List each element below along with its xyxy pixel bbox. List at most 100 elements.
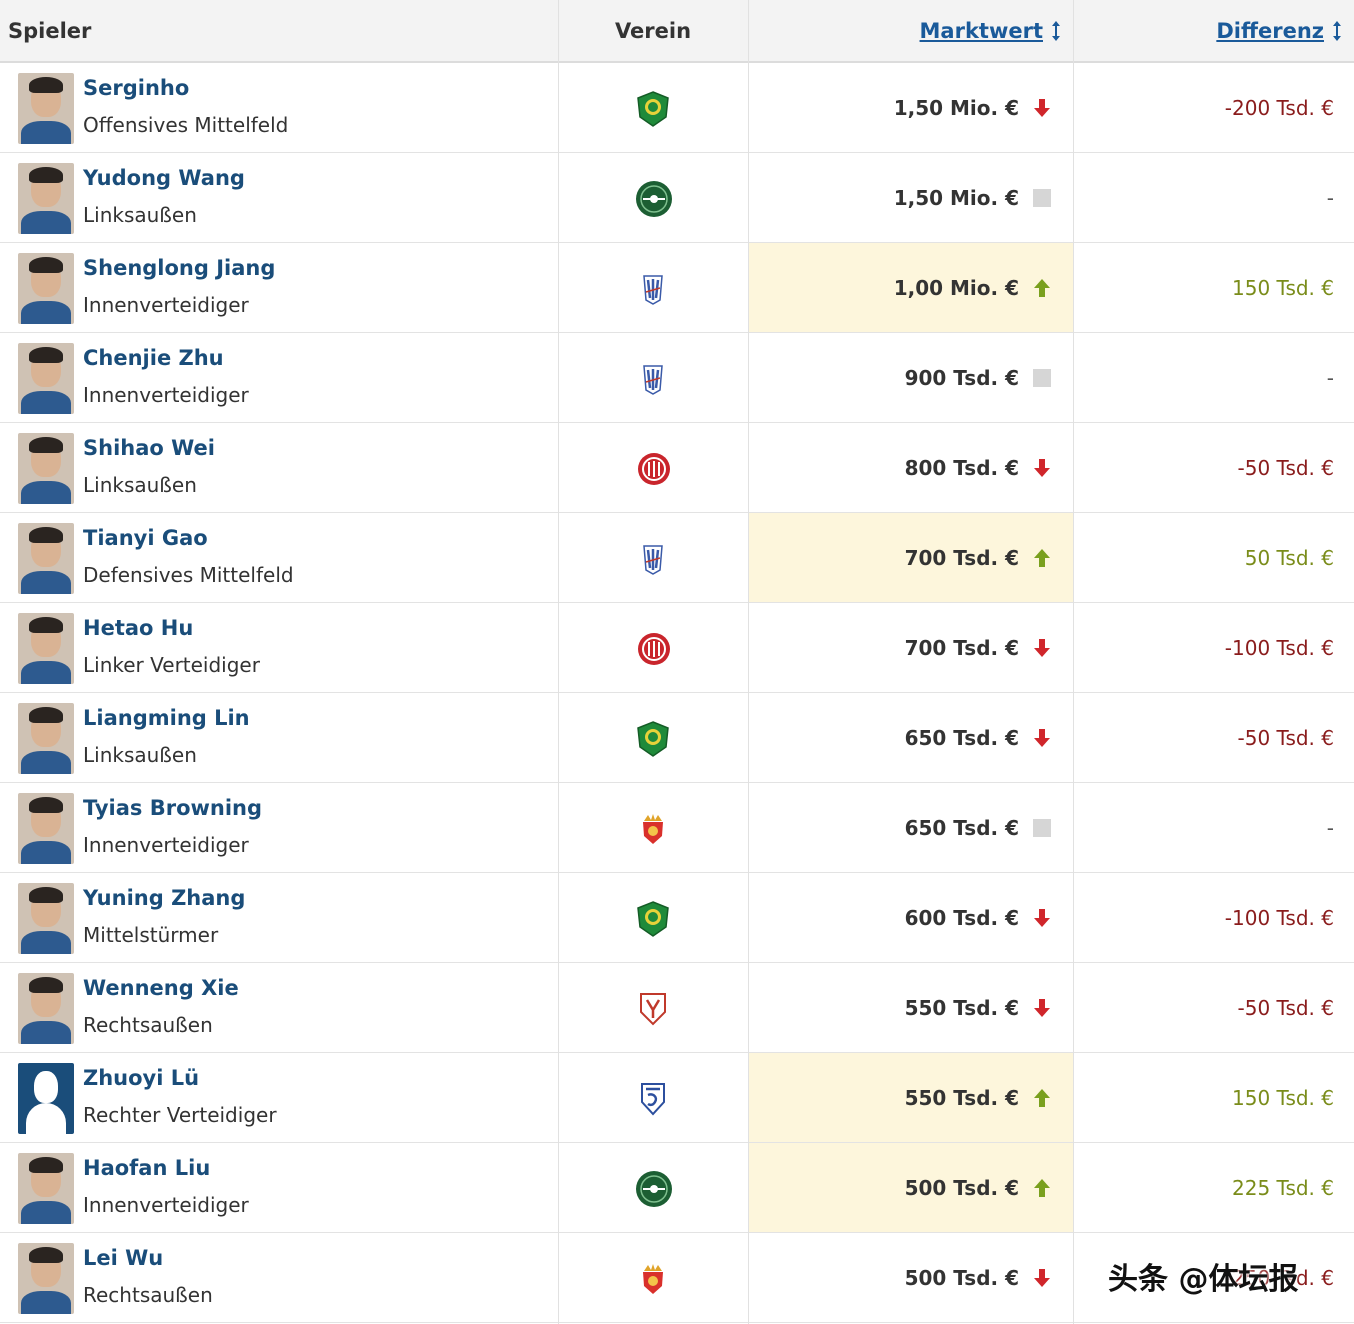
player-name-link[interactable]: Shihao Wei	[83, 436, 215, 460]
player-photo[interactable]	[18, 883, 74, 954]
player-position: Linksaußen	[83, 743, 197, 767]
zhejiang-round-icon[interactable]	[635, 180, 672, 218]
market-value: 500 Tsd. €	[904, 1265, 1019, 1290]
value-difference: -100 Tsd. €	[1224, 905, 1334, 930]
sort-arrows-icon[interactable]	[1049, 20, 1063, 42]
player-position: Linker Verteidiger	[83, 653, 260, 677]
player-position: Mittelstürmer	[83, 923, 219, 947]
player-photo[interactable]	[18, 433, 74, 504]
market-value: 550 Tsd. €	[904, 1085, 1019, 1110]
player-position: Linksaußen	[83, 203, 197, 227]
chengdu-round-icon[interactable]	[635, 630, 671, 668]
table-row: Yudong Wang Linksaußen 1,50 Mio. € -	[0, 153, 1354, 243]
table-row: Haofan Liu Innenverteidiger 500 Tsd. € 225 …	[0, 1143, 1354, 1233]
table-row: Hetao Hu Linker Verteidiger 700 Tsd. € -100…	[0, 603, 1354, 693]
market-value: 1,00 Mio. €	[893, 275, 1019, 300]
table-row: Chenjie Zhu Innenverteidiger 900 Tsd. € -	[0, 333, 1354, 423]
shenhua-crest-icon[interactable]	[635, 270, 671, 308]
player-name-link[interactable]: Tianyi Gao	[83, 526, 208, 550]
player-photo[interactable]	[18, 343, 74, 414]
market-value: 1,50 Mio. €	[893, 95, 1019, 120]
player-photo[interactable]	[18, 253, 74, 324]
table-row: Serginho Offensives Mittelfeld 1,50 Mio. €…	[0, 63, 1354, 153]
shenhua-crest-icon[interactable]	[635, 360, 671, 398]
trend-neutral-icon	[1032, 817, 1052, 839]
player-photo[interactable]	[18, 703, 74, 774]
player-name-link[interactable]: Yuning Zhang	[83, 886, 246, 910]
value-difference: -50 Tsd. €	[1237, 455, 1334, 480]
market-value: 800 Tsd. €	[904, 455, 1019, 480]
port-crest-icon[interactable]	[635, 810, 671, 848]
value-difference: 50 Tsd. €	[1244, 545, 1334, 570]
sort-arrows-icon[interactable]	[1330, 20, 1344, 42]
player-name-link[interactable]: Shenglong Jiang	[83, 256, 276, 280]
player-name-link[interactable]: Wenneng Xie	[83, 976, 239, 1000]
value-difference: -	[1326, 365, 1334, 390]
guoan-shield-icon[interactable]	[635, 720, 671, 758]
player-photo[interactable]	[18, 973, 74, 1044]
value-difference: -250 Tsd. €	[1224, 1265, 1334, 1290]
trend-down-icon	[1032, 1267, 1052, 1289]
player-position: Rechter Verteidiger	[83, 1103, 277, 1127]
player-photo[interactable]	[18, 523, 74, 594]
trend-down-icon	[1032, 457, 1052, 479]
zhejiang-round-icon[interactable]	[635, 1170, 672, 1208]
highlight-cell	[749, 1143, 1073, 1232]
guoan-shield-icon[interactable]	[635, 90, 671, 128]
watermark: 头条 @体坛报	[1108, 1262, 1299, 1297]
value-difference: -	[1326, 185, 1334, 210]
player-name-link[interactable]: Liangming Lin	[83, 706, 250, 730]
market-value: 1,50 Mio. €	[893, 185, 1019, 210]
dalian-shield-icon[interactable]	[635, 1080, 671, 1118]
guoan-shield-icon[interactable]	[635, 900, 671, 938]
trend-down-icon	[1032, 97, 1052, 119]
table-row: Lei Wu Rechtsaußen 500 Tsd. € -250 Tsd. €	[0, 1233, 1354, 1323]
sort-differenz-link[interactable]: Differenz	[1216, 18, 1324, 43]
header-differenz[interactable]: Differenz	[1073, 0, 1354, 61]
player-photo[interactable]	[18, 1243, 74, 1314]
player-position: Defensives Mittelfeld	[83, 563, 294, 587]
table-row: Tyias Browning Innenverteidiger 650 Tsd. €…	[0, 783, 1354, 873]
player-photo[interactable]	[18, 163, 74, 234]
header-marktwert[interactable]: Marktwert	[748, 0, 1073, 61]
player-name-link[interactable]: Tyias Browning	[83, 796, 263, 820]
highlight-cell	[749, 243, 1073, 332]
sort-marktwert-link[interactable]: Marktwert	[919, 18, 1043, 43]
player-name-link[interactable]: Zhuoyi Lü	[83, 1066, 200, 1090]
table-row: Tianyi Gao Defensives Mittelfeld 700 Tsd. …	[0, 513, 1354, 603]
market-value: 700 Tsd. €	[904, 545, 1019, 570]
taishan-shield-icon[interactable]	[635, 990, 671, 1028]
value-difference: -100 Tsd. €	[1224, 635, 1334, 660]
market-value: 500 Tsd. €	[904, 1175, 1019, 1200]
market-value: 550 Tsd. €	[904, 995, 1019, 1020]
header-spieler: Spieler	[8, 18, 92, 43]
player-name-link[interactable]: Haofan Liu	[83, 1156, 211, 1180]
table-row: Liangming Lin Linksaußen 650 Tsd. € -50 Tsd…	[0, 693, 1354, 783]
player-position: Offensives Mittelfeld	[83, 113, 289, 137]
trend-down-icon	[1032, 997, 1052, 1019]
highlight-cell	[749, 1053, 1073, 1142]
player-photo[interactable]	[18, 73, 74, 144]
port-crest-icon[interactable]	[635, 1260, 671, 1298]
market-value: 650 Tsd. €	[904, 815, 1019, 840]
shenhua-crest-icon[interactable]	[635, 540, 671, 578]
player-name-link[interactable]: Serginho	[83, 76, 190, 100]
silhouette-icon[interactable]	[18, 1063, 74, 1134]
player-name-link[interactable]: Yudong Wang	[83, 166, 245, 190]
header-verein: Verein	[614, 18, 692, 43]
player-photo[interactable]	[18, 1153, 74, 1224]
table-row: Yuning Zhang Mittelstürmer 600 Tsd. € -100 …	[0, 873, 1354, 963]
player-position: Innenverteidiger	[83, 1193, 249, 1217]
value-difference: 225 Tsd. €	[1232, 1175, 1334, 1200]
player-photo[interactable]	[18, 613, 74, 684]
trend-up-icon	[1032, 1177, 1052, 1199]
player-name-link[interactable]: Lei Wu	[83, 1246, 164, 1270]
player-photo[interactable]	[18, 793, 74, 864]
player-name-link[interactable]: Hetao Hu	[83, 616, 194, 640]
player-name-link[interactable]: Chenjie Zhu	[83, 346, 224, 370]
chengdu-round-icon[interactable]	[635, 450, 671, 488]
value-difference: 150 Tsd. €	[1232, 1085, 1334, 1110]
player-position: Rechtsaußen	[83, 1013, 213, 1037]
trend-up-icon	[1032, 1087, 1052, 1109]
player-position: Innenverteidiger	[83, 383, 249, 407]
